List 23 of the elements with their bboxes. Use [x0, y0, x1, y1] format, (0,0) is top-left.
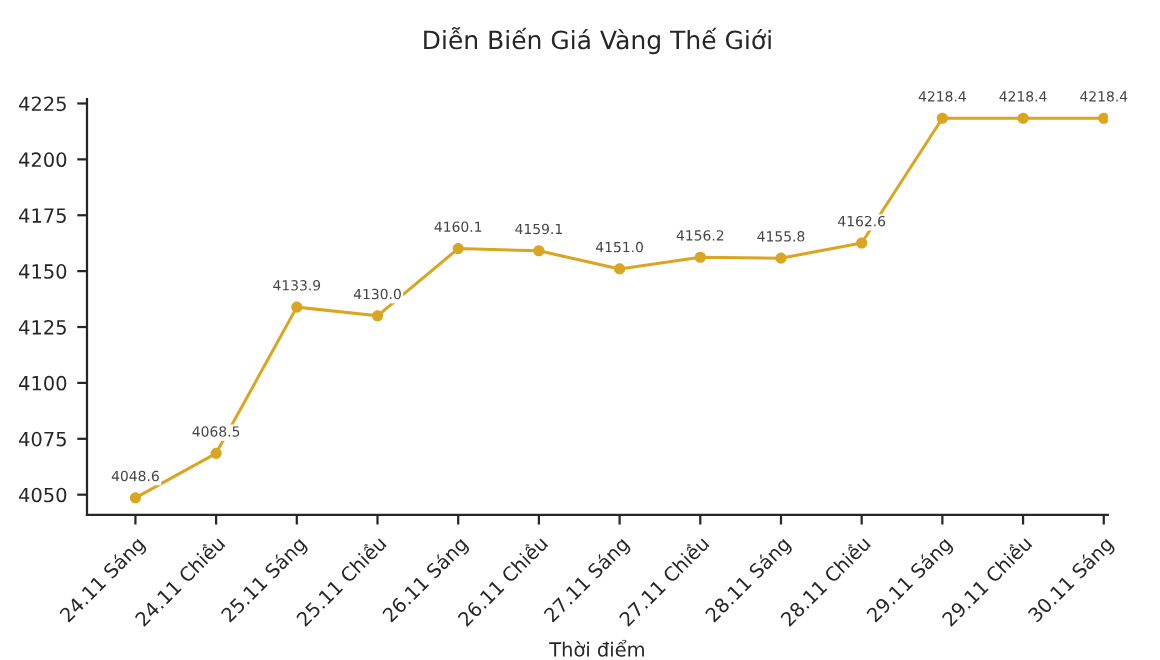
y-tick-label: 4225 — [19, 96, 66, 112]
y-tick-label: 4050 — [19, 487, 67, 503]
point — [129, 492, 141, 504]
point — [291, 301, 303, 313]
chart-title: Diễn Biến Giá Vàng Thế Giới — [424, 27, 771, 55]
point — [856, 237, 868, 249]
x-axis-title: Thời điểm — [549, 639, 644, 657]
point — [936, 112, 948, 124]
point — [1098, 112, 1108, 124]
y-tick-label: 4125 — [19, 319, 66, 335]
point — [1017, 112, 1029, 124]
point — [371, 310, 384, 322]
y-tick-label: 4075 — [19, 431, 66, 447]
point — [694, 251, 706, 263]
y-tick-label: 4100 — [19, 375, 67, 391]
point — [533, 245, 545, 257]
y-tick-label: 4200 — [19, 152, 67, 168]
point — [614, 263, 626, 275]
y-tick-label: 4175 — [19, 208, 66, 223]
point — [452, 243, 464, 255]
y-tick-label: 4150 — [19, 264, 67, 279]
point — [775, 252, 787, 264]
point — [210, 447, 222, 459]
